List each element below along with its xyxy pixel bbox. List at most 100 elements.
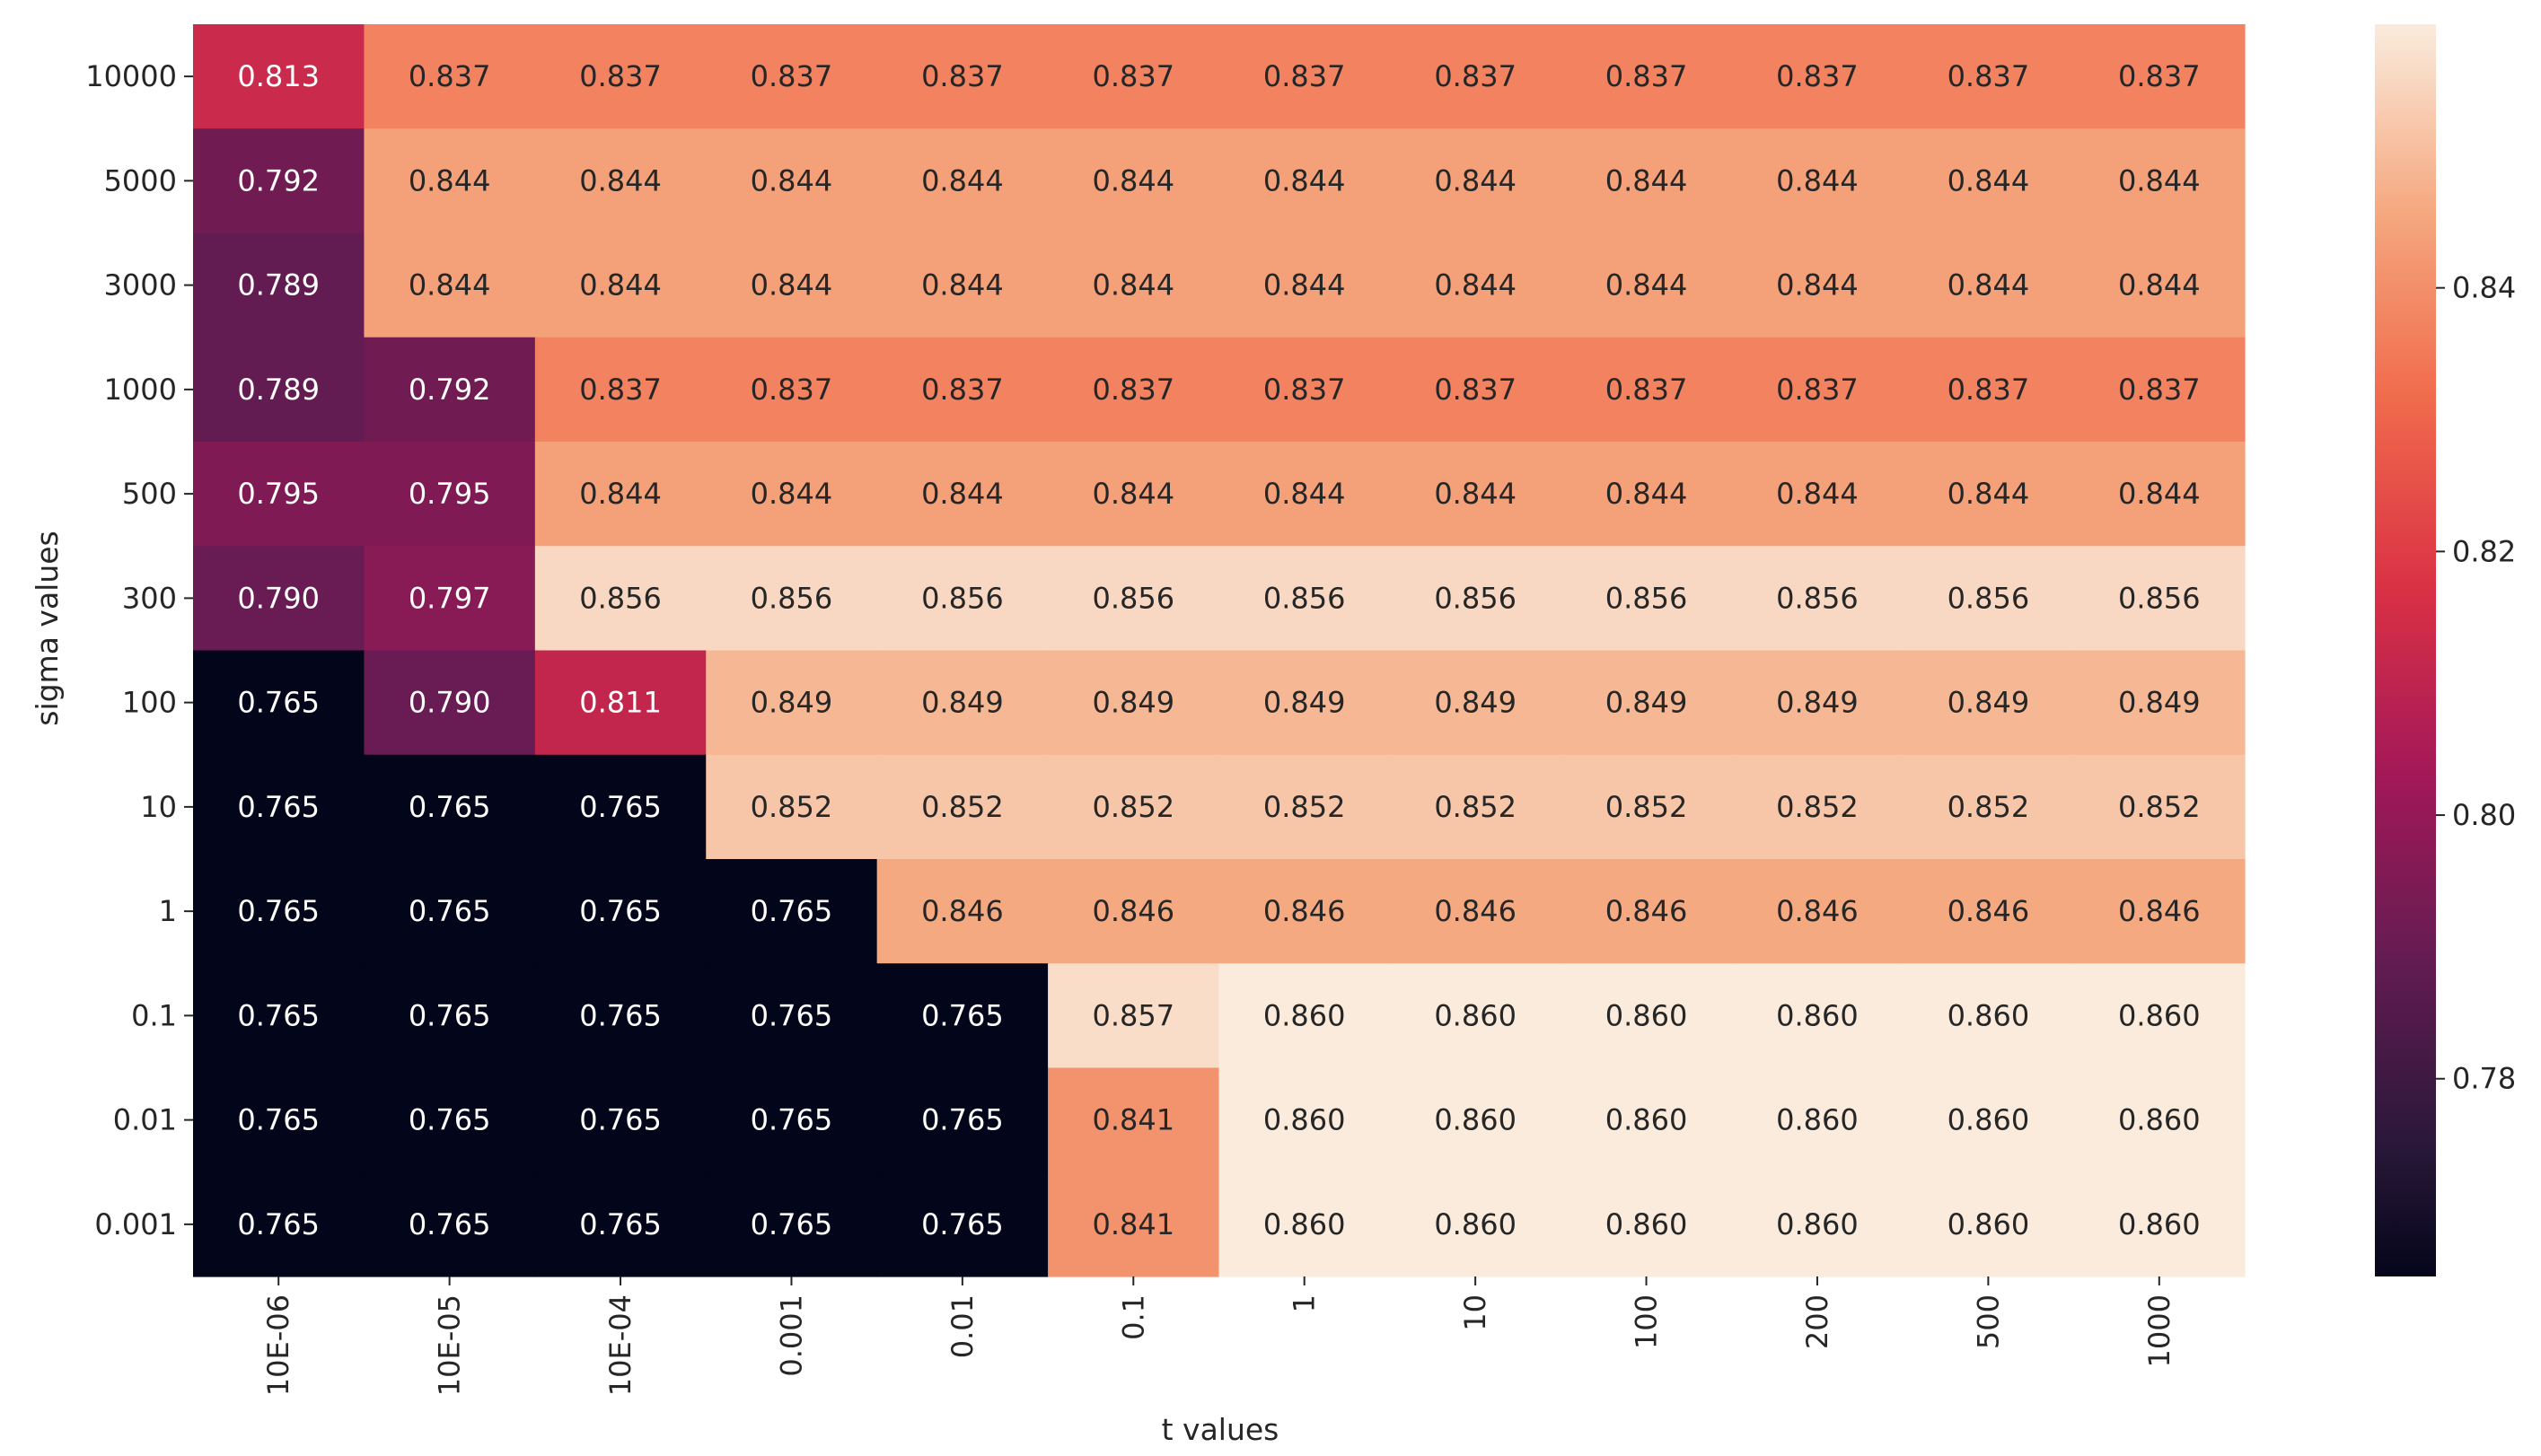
cell-value-label: 0.765 <box>579 790 662 824</box>
cell-value-label: 0.844 <box>1092 163 1174 197</box>
cell-value-label: 0.837 <box>2118 59 2201 93</box>
heatmap-cell <box>1218 1067 1391 1173</box>
heatmap-cell <box>1048 650 1220 756</box>
heatmap-cell <box>1218 442 1391 547</box>
heatmap-cell <box>1561 754 1733 860</box>
colorbar-tick-label: 0.78 <box>2452 1062 2516 1096</box>
cell-value-label: 0.844 <box>751 268 833 303</box>
cell-value-label: 0.852 <box>1434 790 1517 824</box>
cell-value-label: 0.765 <box>409 790 491 824</box>
heatmap-cell <box>1218 128 1391 234</box>
cell-value-label: 0.856 <box>579 581 662 615</box>
heatmap-cell <box>706 232 878 338</box>
y-tick-label: 0.01 <box>113 1103 177 1137</box>
cell-value-label: 0.860 <box>2118 998 2201 1032</box>
heatmap-cell <box>1048 1171 1220 1277</box>
cell-value-label: 0.765 <box>579 998 662 1032</box>
cell-value-label: 0.852 <box>751 790 833 824</box>
cell-value-label: 0.765 <box>579 894 662 928</box>
heatmap-cell <box>193 963 365 1069</box>
heatmap-cells: 0.813 0.837 0.837 0.837 0.837 0.837 0.837 0.837… <box>193 24 2246 1277</box>
heatmap-cell <box>1903 650 2075 756</box>
cell-value-label: 0.765 <box>409 894 491 928</box>
heatmap-cell <box>1218 963 1391 1069</box>
cell-value-label: 0.860 <box>1776 998 1859 1032</box>
heatmap-cell <box>706 442 878 547</box>
cell-value-label: 0.856 <box>1434 581 1517 615</box>
heatmap-cell <box>876 963 1049 1069</box>
cell-value-label: 0.860 <box>1776 1103 1859 1137</box>
heatmap-cell <box>1731 128 1904 234</box>
heatmap-cell <box>1903 232 2075 338</box>
cell-value-label: 0.856 <box>1263 581 1346 615</box>
y-tick-label: 500 <box>122 477 177 511</box>
cell-value-label: 0.860 <box>2118 1103 2201 1137</box>
cell-value-label: 0.860 <box>1434 1207 1517 1241</box>
heatmap-cell <box>193 859 365 964</box>
y-tick-label: 300 <box>122 581 177 615</box>
cell-value-label: 0.765 <box>921 1207 1004 1241</box>
heatmap-cell <box>1389 546 1561 652</box>
heatmap-cell <box>706 963 878 1069</box>
heatmap-cell <box>2073 232 2246 338</box>
cell-value-label: 0.837 <box>1092 59 1174 93</box>
heatmap-cell <box>876 337 1049 443</box>
x-tick-label: 10 <box>1458 1294 1492 1331</box>
heatmap-cell <box>706 128 878 234</box>
cell-value-label: 0.837 <box>1605 373 1688 407</box>
heatmap-cell <box>1048 24 1220 129</box>
heatmap-cell <box>534 232 707 338</box>
cell-value-label: 0.765 <box>921 1103 1004 1137</box>
heatmap-cell <box>1731 1067 1904 1173</box>
cell-value-label: 0.844 <box>1092 268 1174 303</box>
heatmap-cell <box>1048 442 1220 547</box>
cell-value-label: 0.849 <box>921 686 1004 720</box>
cell-value-label: 0.852 <box>2118 790 2201 824</box>
y-tick-label: 0.1 <box>131 998 177 1032</box>
cell-value-label: 0.849 <box>1948 686 2030 720</box>
heatmap-cell <box>1561 128 1733 234</box>
heatmap-cell <box>1903 546 2075 652</box>
heatmap-cell <box>706 754 878 860</box>
heatmap-cell <box>1048 337 1220 443</box>
heatmap-cell <box>534 859 707 964</box>
cell-value-label: 0.765 <box>237 790 320 824</box>
cell-value-label: 0.844 <box>1434 163 1517 197</box>
x-tick-label: 10E-06 <box>261 1294 295 1396</box>
cell-value-label: 0.790 <box>237 581 320 615</box>
heatmap-cell <box>876 650 1049 756</box>
cell-value-label: 0.765 <box>237 894 320 928</box>
cell-value-label: 0.844 <box>1948 163 2030 197</box>
heatmap-cell <box>193 337 365 443</box>
heatmap-cell <box>193 754 365 860</box>
heatmap-cell <box>706 1171 878 1277</box>
heatmap-cell <box>193 232 365 338</box>
heatmap-cell <box>876 1171 1049 1277</box>
cell-value-label: 0.837 <box>1434 373 1517 407</box>
cell-value-label: 0.841 <box>1092 1103 1174 1137</box>
heatmap-cell <box>2073 442 2246 547</box>
heatmap-cell <box>1903 754 2075 860</box>
cell-value-label: 0.846 <box>1092 894 1174 928</box>
heatmap-cell <box>1731 546 1904 652</box>
cell-value-label: 0.797 <box>409 581 491 615</box>
heatmap-cell <box>1048 232 1220 338</box>
cell-value-label: 0.844 <box>1605 268 1688 303</box>
heatmap-cell <box>1389 754 1561 860</box>
x-tick-label: 10E-05 <box>433 1294 467 1396</box>
cell-value-label: 0.846 <box>921 894 1004 928</box>
cell-value-label: 0.844 <box>1092 477 1174 511</box>
heatmap-cell <box>1903 1171 2075 1277</box>
cell-value-label: 0.860 <box>1605 1207 1688 1241</box>
heatmap-cell <box>1561 442 1733 547</box>
cell-value-label: 0.844 <box>1263 477 1346 511</box>
cell-value-label: 0.844 <box>1948 477 2030 511</box>
heatmap-cell <box>1389 859 1561 964</box>
heatmap-cell <box>2073 650 2246 756</box>
cell-value-label: 0.860 <box>1948 1103 2030 1137</box>
y-tick-label: 10 <box>140 790 177 824</box>
heatmap-cell <box>1903 337 2075 443</box>
heatmap-cell <box>1903 963 2075 1069</box>
y-tick-label: 100 <box>122 686 177 720</box>
cell-value-label: 0.844 <box>579 163 662 197</box>
